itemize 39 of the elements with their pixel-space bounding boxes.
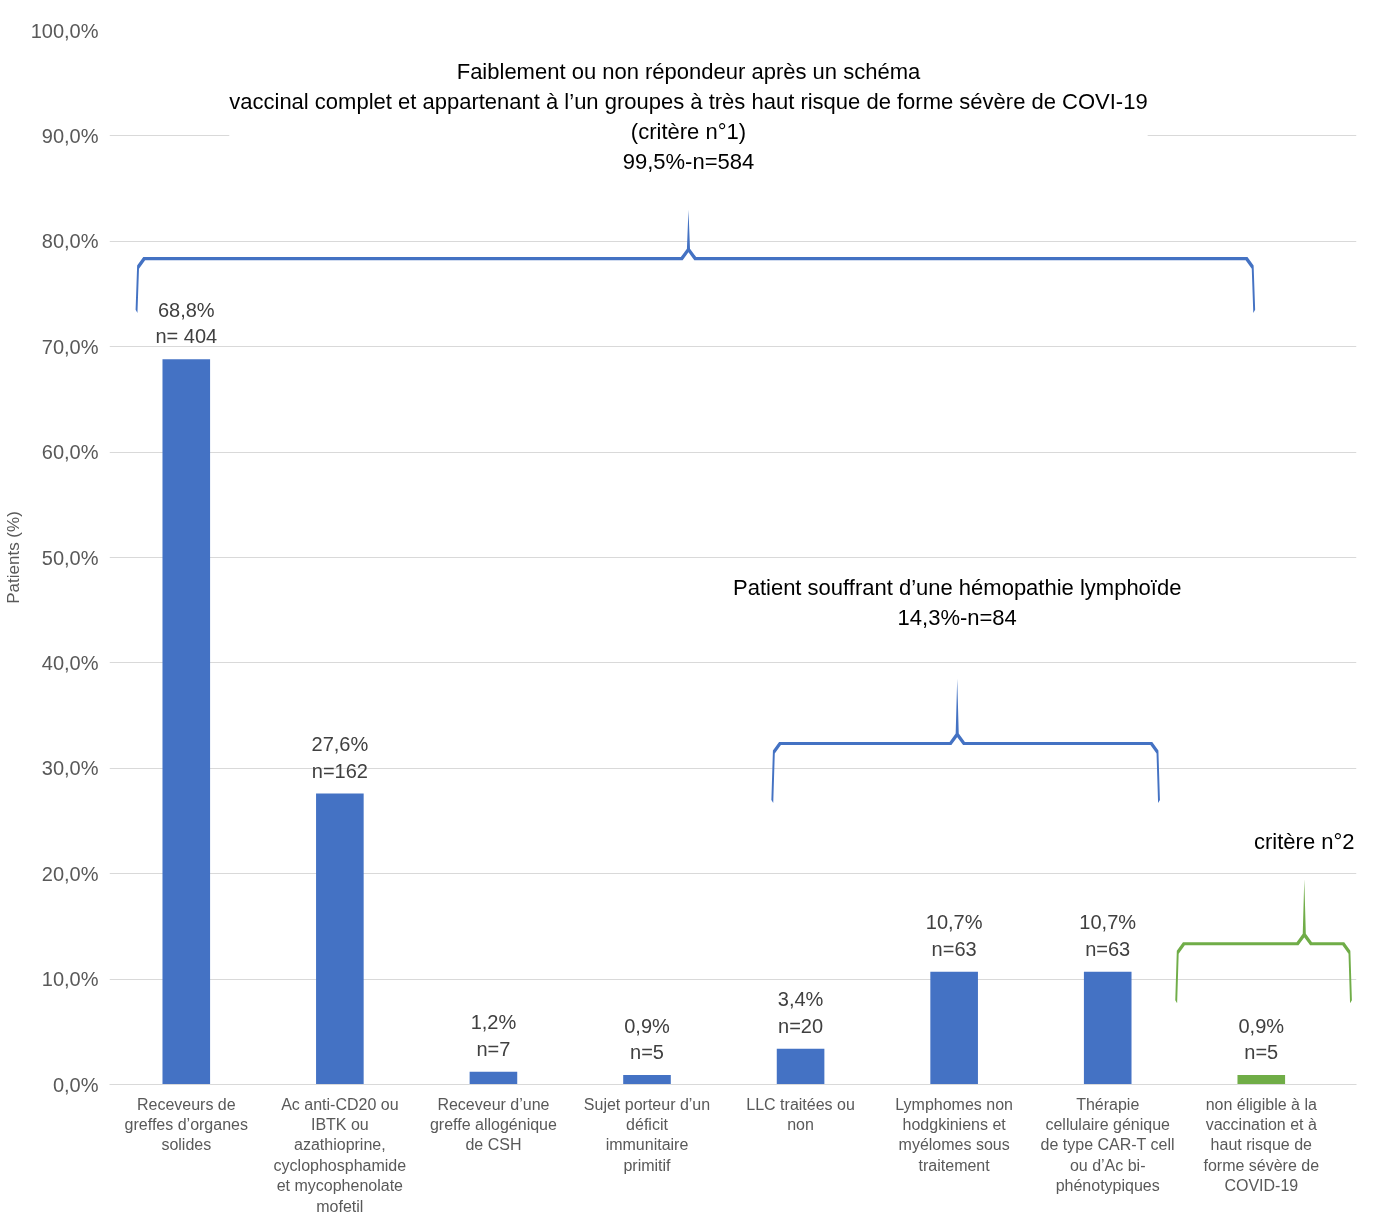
annotation: Faiblement ou non répondeur après un schéma vaccinal complet et appartenant à l’un groupes à très haut risque de forme sévère de COVI-19 (critère n°1) 99,5%-n=584 [229, 59, 1148, 175]
annotation: critère n°2 [1254, 828, 1355, 854]
bar [162, 359, 211, 1085]
y-tick-label: 90,0% [41, 124, 99, 147]
bar [469, 1071, 518, 1085]
annotation: Patient souffrant d’une hémopathie lymphoïde 14,3%-n=84 [732, 575, 1182, 631]
data-label: 10,7% n=63 [925, 911, 983, 960]
y-tick-label: 70,0% [41, 335, 99, 358]
data-label: 1,2% n=7 [470, 1011, 517, 1060]
y-tick-label: 80,0% [41, 230, 99, 253]
y-tick-label: 0,0% [52, 1073, 99, 1096]
x-tick-label: Receveurs de greffes d’organes solides [124, 1095, 248, 1154]
data-label: 68,8% n= 404 [155, 298, 218, 348]
x-tick-label: Lymphomes non hodgkiniens et myélomes sous traitement [895, 1095, 1013, 1174]
y-axis-title: Patients (%) [3, 511, 23, 604]
bar [316, 793, 364, 1085]
bar [930, 971, 978, 1085]
bar [623, 1075, 671, 1085]
x-tick-label: LLC traitées ou non [746, 1095, 855, 1133]
data-label: 27,6% n=162 [311, 733, 369, 782]
y-tick-label: 30,0% [41, 757, 99, 780]
x-tick-label: Thérapie cellulaire génique de type CAR-T cell ou d’Ac bi-phénotypiques [1040, 1095, 1175, 1195]
y-tick-label: 100,0% [30, 19, 99, 42]
x-tick-label: Receveur d’une greffe allogénique de CSH [429, 1095, 557, 1154]
y-tick-label: 20,0% [41, 862, 99, 885]
y-tick-label: 40,0% [41, 651, 99, 674]
data-label: 0,9% n=5 [624, 1014, 671, 1064]
data-label: 3,4% n=20 [777, 988, 824, 1037]
x-tick-label: non éligible à la vaccination et à haut risque de forme sévère de COVID-19 [1203, 1095, 1320, 1195]
y-tick-label: 10,0% [41, 968, 99, 991]
x-tick-label: Ac anti-CD20 ou IBTK ou azathioprine, cyclophosphamide et mycophenolate mofetil [273, 1095, 407, 1215]
y-tick-label: 50,0% [41, 546, 99, 569]
y-tick-label: 60,0% [41, 441, 99, 464]
data-label: 10,7% n=63 [1079, 911, 1137, 960]
data-label: 0,9% n=5 [1238, 1014, 1285, 1064]
bar [776, 1048, 825, 1085]
bar [1083, 971, 1132, 1085]
bar [1237, 1075, 1286, 1085]
x-tick-label: Sujet porteur d’un déficit immunitaire primitif [583, 1095, 711, 1174]
